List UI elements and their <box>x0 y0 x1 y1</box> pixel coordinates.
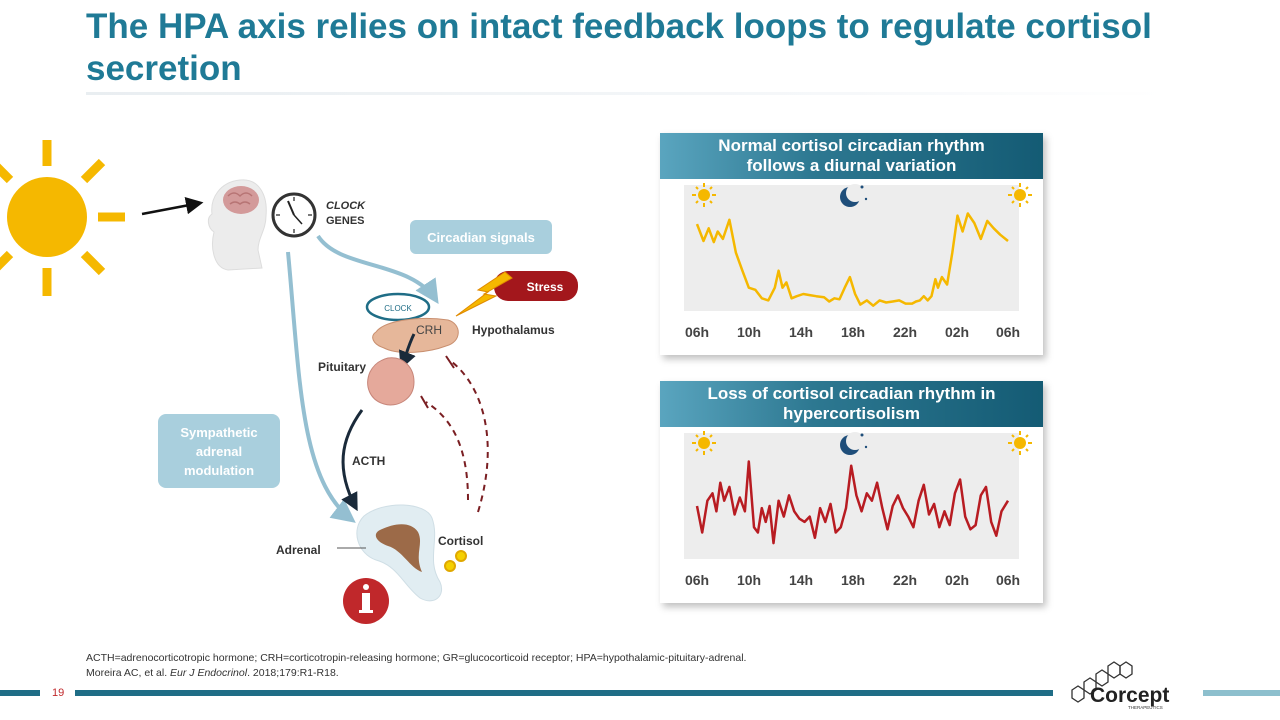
stress-box <box>494 271 578 301</box>
reference-authors: Moreira AC, et al. <box>86 667 171 679</box>
logo-tagline: THERAPEUTICS <box>1128 705 1163 710</box>
corcept-logo: Corcept THERAPEUTICS <box>1071 661 1169 710</box>
normal-rhythm-title: Normal cortisol circadian rhythm follows… <box>718 136 985 175</box>
cortisol-label: Cortisol <box>438 534 483 548</box>
cortisol-molecule-icon <box>455 550 467 562</box>
x-tick-label: 22h <box>893 324 917 340</box>
clock-ellipse <box>365 292 431 322</box>
x-tick-label: 18h <box>841 324 865 340</box>
series-line-hypercortisolism <box>695 460 1010 545</box>
x-tick-label: 14h <box>789 572 813 588</box>
circadian-signals-box <box>410 220 552 254</box>
hypothalamus-label: Hypothalamus <box>472 323 555 337</box>
x-tick-label: 02h <box>945 324 969 340</box>
footer-bar-main <box>75 690 1053 696</box>
feedback-to-pituitary <box>425 401 469 501</box>
x-tick-label: 06h <box>996 572 1020 588</box>
clock-small-label: CLOCK <box>384 304 412 313</box>
footnote: ACTH=adrenocorticotropic hormone; CRH=co… <box>86 651 746 681</box>
lightning-icon <box>455 271 513 317</box>
title-underline <box>86 92 1166 95</box>
sympathetic-label-1: Sympathetic <box>180 425 257 440</box>
stress-label: Stress <box>527 280 564 294</box>
pituitary-label: Pituitary <box>318 360 366 374</box>
slide-title: The HPA axis relies on intact feedback l… <box>86 7 1152 88</box>
x-tick-label: 10h <box>737 572 761 588</box>
normal-rhythm-chart: 06h 10h 14h 18h 22h 02h 06h <box>684 183 1032 340</box>
crh-label: CRH <box>416 323 442 337</box>
moon-icon <box>840 432 868 455</box>
footer-bar-right <box>1203 690 1280 696</box>
footer-bar-left <box>0 690 40 696</box>
sun-icon <box>0 140 125 296</box>
clock-icon <box>271 192 317 238</box>
clock-genes-label-1: CLOCK <box>326 200 366 212</box>
hypercortisolism-title: Loss of cortisol circadian rhythm in hyp… <box>707 384 996 423</box>
x-tick-label: 10h <box>737 324 761 340</box>
x-tick-label: 18h <box>841 572 865 588</box>
feedback-to-hypothalamus <box>451 361 489 513</box>
moon-icon <box>840 184 868 207</box>
page-number: 19 <box>52 687 65 699</box>
sympathetic-label-3: modulation <box>184 463 254 478</box>
x-tick-label: 06h <box>685 572 709 588</box>
sympathetic-label-2: adrenal <box>196 444 242 459</box>
hypercortisolism-panel: Loss of cortisol circadian rhythm in hyp… <box>660 381 1043 603</box>
pituitary-icon <box>367 357 415 406</box>
x-tick-label: 02h <box>945 572 969 588</box>
x-tick-label: 14h <box>789 324 813 340</box>
x-tick-label: 06h <box>685 324 709 340</box>
footnote-reference: Moreira AC, et al. Eur J Endocrinol. 201… <box>86 666 746 681</box>
sun-icon <box>692 431 716 455</box>
acth-label: ACTH <box>352 454 385 468</box>
circadian-arrow <box>316 234 439 305</box>
circadian-signals-label: Circadian signals <box>427 230 535 245</box>
sun-icon <box>1008 183 1032 207</box>
series-line-normal <box>695 212 1009 307</box>
sympathetic-box <box>158 414 280 488</box>
cortisol-molecule-icon <box>444 560 456 572</box>
hpa-axis-diagram: CLOCK GENES Circadian signals Stress CLO… <box>0 140 578 624</box>
acth-arrow <box>341 409 364 512</box>
info-icon[interactable] <box>343 578 389 624</box>
x-tick-label: 06h <box>996 324 1020 340</box>
normal-rhythm-panel-header: Normal cortisol circadian rhythm follows… <box>660 133 1043 179</box>
sympathetic-arrow <box>286 251 356 523</box>
clock-genes-label-2: GENES <box>326 215 365 227</box>
head-brain-icon <box>207 179 267 271</box>
hypercortisolism-panel-header: Loss of cortisol circadian rhythm in hyp… <box>660 381 1043 427</box>
footnote-abbreviations: ACTH=adrenocorticotropic hormone; CRH=co… <box>86 652 747 664</box>
logo-name: Corcept <box>1090 684 1169 707</box>
x-tick-label: 22h <box>893 572 917 588</box>
hypothalamus-icon <box>372 318 459 353</box>
hypercortisolism-chart: 06h 10h 14h 18h 22h 02h 06h <box>684 431 1032 588</box>
reference-journal: Eur J Endocrinol <box>170 667 248 679</box>
sun-icon <box>692 183 716 207</box>
light-arrow <box>141 197 204 216</box>
adrenal-label: Adrenal <box>276 543 321 557</box>
adrenal-gland-icon <box>356 504 442 602</box>
normal-rhythm-panel: Normal cortisol circadian rhythm follows… <box>660 133 1043 355</box>
sun-icon <box>1008 431 1032 455</box>
reference-details: . 2018;179:R1-R18. <box>247 667 339 679</box>
